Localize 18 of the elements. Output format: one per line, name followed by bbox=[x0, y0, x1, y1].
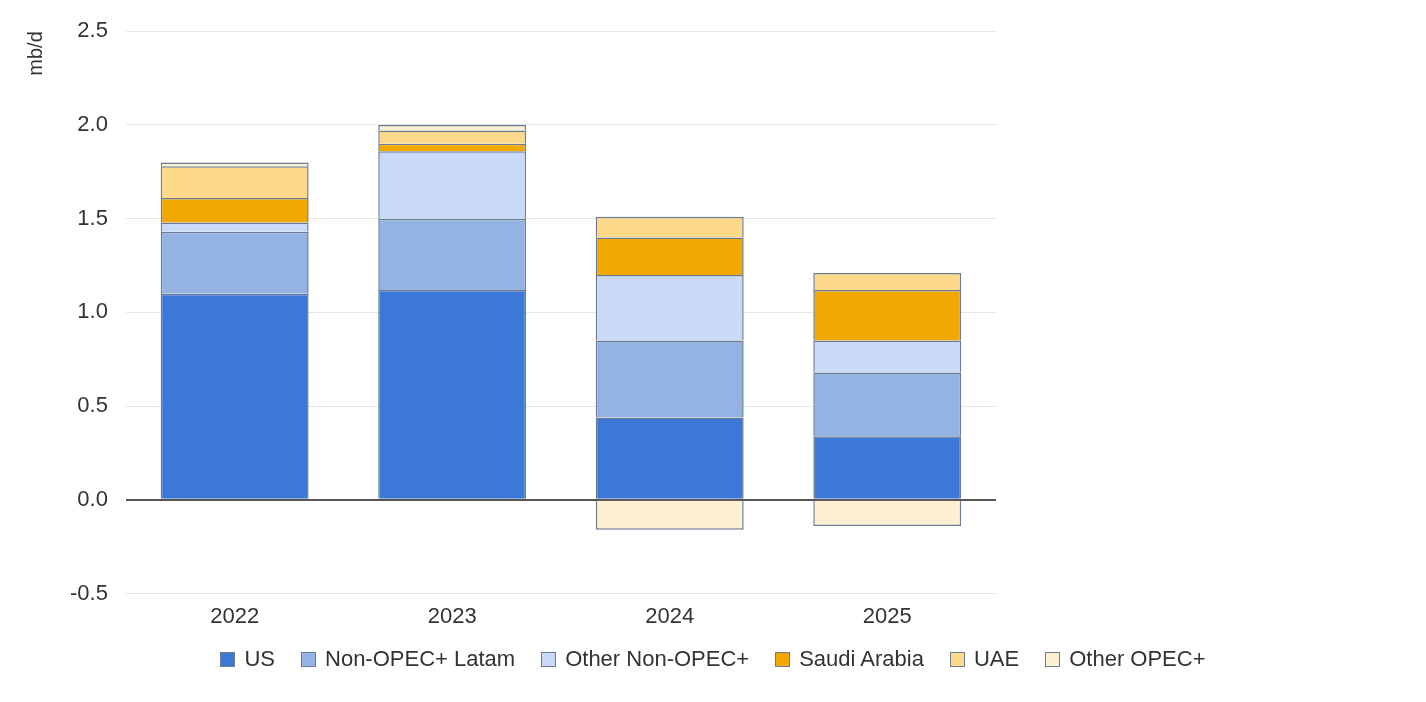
y-tick-label: 0.0 bbox=[77, 485, 108, 511]
y-tick-label: 0.5 bbox=[77, 392, 108, 418]
legend-label: Saudi Arabia bbox=[799, 646, 924, 672]
legend-label: UAE bbox=[973, 646, 1020, 672]
y-tick-label: 1.5 bbox=[77, 204, 108, 230]
y-tick-label: -0.5 bbox=[69, 579, 108, 605]
x-tick-label: 2022 bbox=[210, 602, 260, 628]
y-tick-label: 2.5 bbox=[77, 17, 108, 43]
y-tick-label: 1.0 bbox=[77, 298, 108, 324]
legend-label: Other OPEC+ bbox=[1069, 646, 1206, 672]
y-axis-title: mb/d bbox=[23, 31, 46, 76]
x-tick-label: 2024 bbox=[645, 602, 695, 628]
legend-label: US bbox=[244, 646, 276, 672]
legend-label: Other Non-OPEC+ bbox=[565, 646, 750, 672]
x-tick-label: 2023 bbox=[427, 602, 477, 628]
x-tick-label: 2025 bbox=[862, 602, 912, 628]
y-tick-label: 2.0 bbox=[77, 111, 108, 136]
legend-label: Non-OPEC+ Latam bbox=[325, 646, 516, 672]
